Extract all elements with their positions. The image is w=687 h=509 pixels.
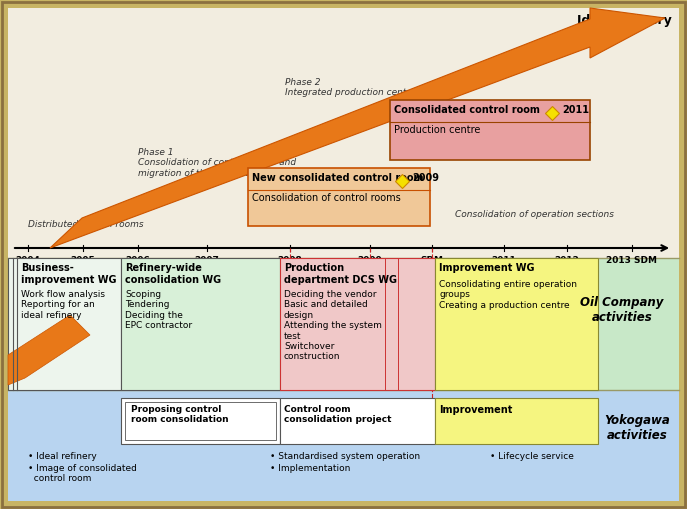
Text: 2009: 2009 [357, 256, 383, 265]
Bar [8, 390, 679, 501]
Text: 2007: 2007 [194, 256, 219, 265]
Bar [280, 398, 435, 444]
Text: Ideal refinery: Ideal refinery [577, 14, 672, 27]
Text: Yokogawa
activities: Yokogawa activities [604, 414, 670, 442]
Bar [125, 402, 276, 440]
Text: Production
department DCS WG: Production department DCS WG [284, 263, 397, 285]
Text: Consolidation of control rooms: Consolidation of control rooms [252, 193, 401, 203]
Bar [390, 100, 590, 160]
Text: 2012: 2012 [554, 256, 579, 265]
Text: 2008: 2008 [278, 256, 302, 265]
Bar [280, 258, 435, 390]
Bar [8, 258, 121, 390]
Text: • Ideal refinery: • Ideal refinery [28, 452, 97, 461]
Text: Improvement: Improvement [439, 405, 513, 415]
Text: Phase 2
Integrated production centre: Phase 2 Integrated production centre [285, 78, 416, 97]
Text: 2013 SDM: 2013 SDM [607, 256, 657, 265]
Bar [8, 258, 679, 398]
Text: SDM: SDM [420, 256, 444, 265]
Text: Deciding the vendor
Basic and detailed
design
Attending the system
test
Switchov: Deciding the vendor Basic and detailed d… [284, 290, 382, 361]
Text: 2011: 2011 [562, 105, 589, 115]
Text: 2005: 2005 [71, 256, 95, 265]
Polygon shape [50, 8, 665, 248]
Text: Distributed control rooms: Distributed control rooms [28, 220, 144, 229]
Text: • Lifecycle service: • Lifecycle service [490, 452, 574, 461]
Text: • Image of consolidated
  control room: • Image of consolidated control room [28, 464, 137, 484]
Text: 2011: 2011 [492, 256, 517, 265]
Text: Refinery-wide
consolidation WG: Refinery-wide consolidation WG [125, 263, 221, 285]
Text: Consolidated control room: Consolidated control room [394, 105, 540, 115]
Text: New consolidated control room: New consolidated control room [252, 173, 423, 183]
Text: • Implementation: • Implementation [270, 464, 350, 473]
Text: Phase 1
Consolidation of control rooms and
migration of the production system: Phase 1 Consolidation of control rooms a… [138, 148, 297, 178]
Text: Business-
improvement WG: Business- improvement WG [21, 263, 117, 285]
Bar [248, 168, 430, 226]
Bar [435, 258, 598, 390]
Text: Consolidating entire operation
groups
Creating a production centre: Consolidating entire operation groups Cr… [439, 280, 577, 310]
Bar [435, 398, 598, 444]
Text: 2006: 2006 [126, 256, 150, 265]
Text: Production centre: Production centre [394, 125, 480, 135]
Text: Proposing control
room consolidation: Proposing control room consolidation [131, 405, 229, 425]
Text: Work flow analysis
Reporting for an
ideal refinery: Work flow analysis Reporting for an idea… [21, 290, 105, 320]
Text: • Standardised system operation: • Standardised system operation [270, 452, 420, 461]
Text: Improvement WG: Improvement WG [439, 263, 534, 273]
Text: 2004: 2004 [16, 256, 41, 265]
Bar [121, 398, 280, 444]
Text: Oil Company
activities: Oil Company activities [581, 296, 664, 324]
Text: Consolidation of operation sections: Consolidation of operation sections [455, 210, 614, 219]
Bar [8, 8, 679, 258]
Text: 2009: 2009 [412, 173, 439, 183]
Polygon shape [8, 315, 90, 385]
Text: Control room
consolidation project: Control room consolidation project [284, 405, 392, 425]
Bar [121, 258, 280, 390]
Text: Scoping
Tendering
Deciding the
EPC contractor: Scoping Tendering Deciding the EPC contr… [125, 290, 192, 330]
